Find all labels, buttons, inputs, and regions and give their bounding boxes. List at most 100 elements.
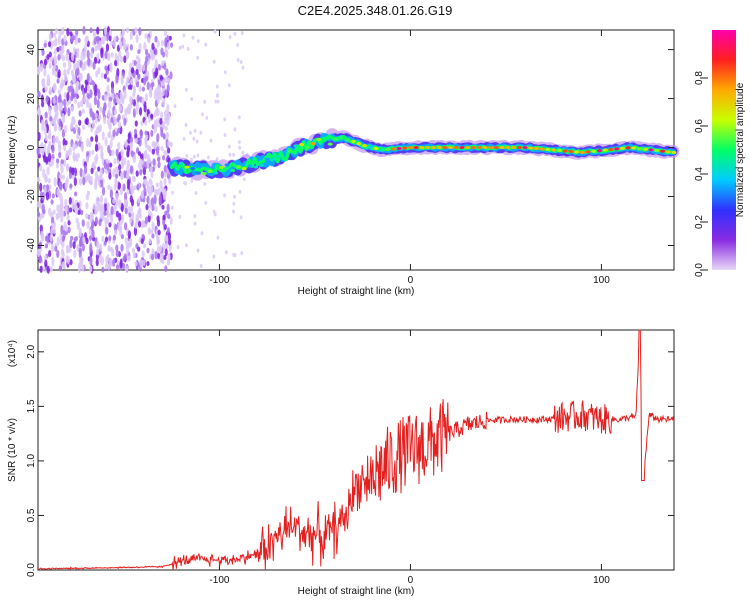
noise-speck: [114, 59, 118, 67]
trace-hotspot: [619, 146, 625, 150]
trace-hotspot: [608, 147, 614, 152]
noise-speck: [42, 78, 46, 83]
colorbar-tick-label: 0.0: [694, 263, 705, 277]
noise-speck: [166, 110, 170, 120]
noise-speck: [56, 236, 60, 246]
noise-speck: [107, 109, 111, 118]
noise-speck: [157, 63, 161, 71]
noise-speck: [65, 165, 70, 172]
noise-speck: [76, 52, 80, 59]
noise-speck: [155, 182, 159, 188]
noise-speck: [150, 197, 155, 207]
noise-speck: [120, 173, 124, 180]
noise-speck: [155, 67, 159, 77]
noise-speck: [108, 222, 112, 228]
noise-speck: [100, 36, 104, 45]
noise-speck: [105, 209, 110, 215]
noise-speck: [166, 83, 170, 93]
noise-speck: [110, 51, 114, 58]
noise-speck: [78, 242, 83, 248]
noise-speck: [193, 128, 197, 133]
noise-speck: [98, 243, 103, 252]
noise-speck: [48, 129, 52, 139]
x-tick-label: 0: [408, 575, 414, 586]
noise-speck: [89, 175, 93, 185]
y-tick-label: 1.5: [26, 399, 37, 413]
noise-speck: [160, 129, 164, 138]
noise-speck: [89, 27, 93, 34]
noise-speck: [96, 99, 100, 109]
noise-speck: [70, 69, 75, 77]
noise-speck: [143, 186, 147, 197]
y-tick-label: 2.0: [26, 344, 37, 358]
noise-speck: [151, 205, 155, 212]
noise-speck: [76, 133, 80, 140]
noise-speck: [41, 123, 45, 131]
noise-speck: [153, 194, 157, 205]
noise-speck: [45, 184, 50, 192]
noise-speck: [98, 219, 102, 227]
noise-speck: [73, 96, 78, 105]
noise-speck: [153, 111, 157, 118]
noise-speck: [69, 259, 73, 266]
noise-speck: [143, 179, 147, 185]
trace-hotspot: [505, 145, 511, 150]
noise-speck: [101, 235, 105, 242]
noise-speck: [191, 35, 195, 40]
noise-speck: [138, 27, 142, 36]
noise-speck: [58, 102, 62, 112]
trace-hotspot: [344, 137, 350, 141]
noise-speck: [151, 148, 155, 155]
noise-speck: [140, 238, 144, 245]
noise-speck: [39, 182, 43, 192]
noise-speck: [89, 107, 93, 118]
trace-hotspot: [236, 165, 242, 169]
noise-speck: [241, 65, 245, 70]
trace-hotspot: [258, 163, 264, 167]
noise-speck: [108, 34, 112, 42]
noise-speck: [54, 245, 58, 252]
noise-speck: [122, 183, 126, 192]
noise-speck: [38, 255, 43, 264]
noise-speck: [125, 49, 129, 59]
noise-speck: [109, 214, 114, 224]
noise-speck: [60, 217, 64, 223]
noise-speck: [161, 87, 165, 97]
noise-speck: [182, 136, 186, 141]
noise-speck: [242, 177, 246, 182]
noise-speck: [67, 226, 71, 234]
noise-speck: [223, 193, 226, 198]
noise-speck: [110, 116, 114, 123]
noise-speck: [141, 250, 145, 258]
noise-speck: [72, 241, 76, 250]
noise-speck: [215, 157, 219, 162]
figure-title: C2E4.2025.348.01.26.G19: [298, 3, 453, 18]
noise-speck: [109, 40, 114, 46]
noise-speck: [112, 198, 116, 204]
noise-speck: [104, 137, 108, 147]
noise-speck: [124, 207, 128, 215]
noise-speck: [46, 74, 50, 83]
noise-speck: [152, 158, 156, 167]
noise-speck: [228, 152, 232, 157]
noise-speck: [120, 202, 124, 213]
noise-speck: [214, 99, 218, 104]
trace-hotspot: [321, 138, 327, 142]
noise-speck: [55, 136, 59, 144]
trace-hotspot: [430, 145, 436, 150]
noise-speck: [154, 48, 158, 56]
noise-speck: [160, 170, 164, 179]
colorbar-tick-label: 0.6: [694, 119, 705, 133]
noise-speck: [157, 79, 161, 85]
noise-speck: [118, 199, 122, 209]
y-tick-label: 0.0: [26, 563, 37, 577]
noise-speck: [135, 81, 140, 88]
noise-speck: [212, 254, 216, 259]
noise-speck: [48, 106, 52, 117]
y-tick-label: 1.0: [26, 454, 37, 468]
noise-speck: [144, 110, 148, 120]
noise-speck: [162, 154, 166, 161]
noise-speck: [111, 149, 115, 156]
noise-speck: [84, 79, 88, 85]
noise-speck: [167, 140, 171, 147]
